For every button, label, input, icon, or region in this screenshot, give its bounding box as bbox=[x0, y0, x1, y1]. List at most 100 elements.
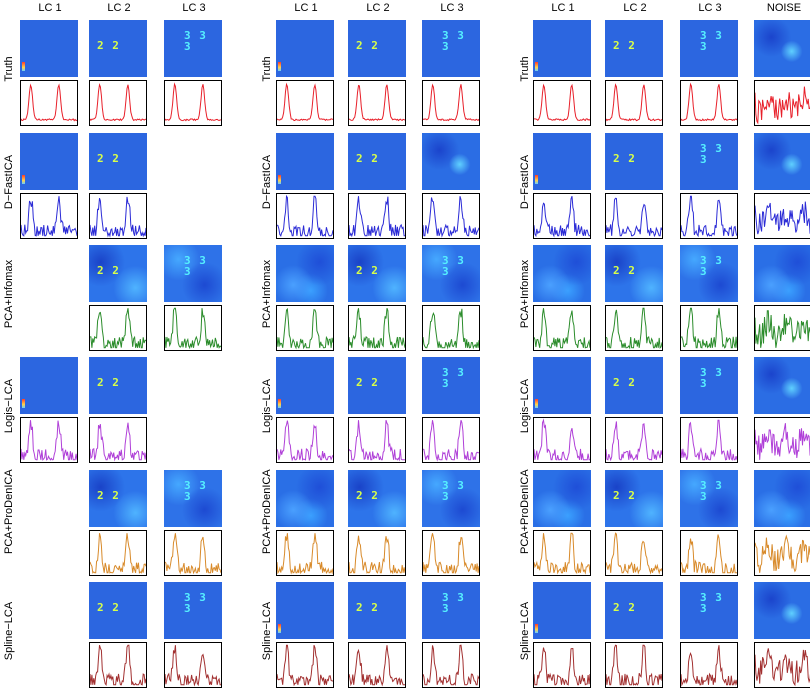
time-course-line bbox=[681, 82, 737, 122]
time-course-line bbox=[349, 308, 405, 349]
time-course-line bbox=[606, 83, 662, 122]
time-course-line bbox=[606, 532, 662, 575]
activation-pattern: 2 2 bbox=[356, 376, 379, 389]
time-course-plot bbox=[20, 193, 78, 239]
activation-pattern: 3 3 3 bbox=[442, 591, 465, 615]
spatial-map-image bbox=[533, 133, 591, 190]
component-cell: 2 2 bbox=[605, 20, 663, 126]
spatial-map-image: 2 2 bbox=[348, 245, 406, 302]
time-course-plot bbox=[276, 305, 334, 351]
time-course-line bbox=[349, 84, 405, 122]
time-course-svg bbox=[755, 648, 810, 687]
time-course-line bbox=[606, 197, 662, 238]
time-course-line bbox=[349, 196, 405, 238]
time-course-svg bbox=[423, 83, 479, 122]
time-course-svg bbox=[349, 535, 405, 575]
spatial-map-image: 2 2 bbox=[605, 582, 663, 639]
time-course-plot bbox=[422, 305, 480, 351]
time-course-plot bbox=[276, 642, 334, 688]
activation-pattern: 2 2 bbox=[356, 601, 379, 614]
spatial-map-image: 2 2 bbox=[348, 20, 406, 77]
activation-pattern: 2 2 bbox=[97, 601, 120, 614]
time-course-svg bbox=[681, 82, 737, 122]
time-course-plot bbox=[89, 417, 147, 463]
time-course-svg bbox=[534, 532, 590, 575]
spatial-map-image: 3 3 3 bbox=[680, 357, 738, 414]
row-label: PCA+Infomax bbox=[261, 259, 273, 329]
spatial-map-image: 3 3 3 bbox=[422, 582, 480, 639]
time-course-svg bbox=[90, 82, 146, 122]
time-course-plot bbox=[276, 80, 334, 126]
time-course-line bbox=[681, 419, 737, 461]
spatial-map-image: 3 3 3 bbox=[164, 470, 222, 527]
time-course-plot bbox=[89, 642, 147, 688]
time-course-svg bbox=[165, 82, 221, 122]
time-course-line bbox=[277, 194, 333, 238]
component-cell: 3 3 3 bbox=[422, 357, 480, 463]
time-course-line bbox=[423, 83, 479, 122]
time-course-plot bbox=[20, 417, 78, 463]
component-cell bbox=[276, 582, 334, 688]
time-course-plot bbox=[89, 530, 147, 576]
spatial-map-image: 2 2 bbox=[348, 357, 406, 414]
activation-pattern: 2 2 bbox=[613, 376, 636, 389]
time-course-line bbox=[423, 308, 479, 350]
spike-marker bbox=[535, 62, 538, 71]
component-cell: 3 3 3 bbox=[680, 133, 738, 239]
time-course-svg bbox=[606, 197, 662, 238]
time-course-line bbox=[349, 420, 405, 462]
time-course-plot bbox=[680, 80, 738, 126]
row-label: Logis−LCA bbox=[261, 378, 273, 434]
activation-pattern: 3 3 3 bbox=[442, 254, 465, 278]
time-course-plot bbox=[533, 642, 591, 688]
spatial-map-image bbox=[754, 245, 810, 302]
column-header: LC 1 bbox=[551, 2, 575, 14]
spike-marker bbox=[535, 175, 538, 184]
spatial-map-image: 3 3 3 bbox=[164, 582, 222, 639]
component-cell bbox=[276, 357, 334, 463]
time-course-svg bbox=[277, 194, 333, 238]
time-course-plot bbox=[680, 417, 738, 463]
column-header: LC 3 bbox=[440, 2, 464, 14]
activation-pattern: 3 3 3 bbox=[700, 479, 723, 503]
time-course-plot bbox=[680, 642, 738, 688]
time-course-line bbox=[755, 648, 810, 687]
row-label: Truth bbox=[519, 56, 531, 82]
row-label: D−FastICA bbox=[261, 154, 273, 210]
time-course-svg bbox=[277, 644, 333, 687]
time-course-line bbox=[349, 645, 405, 687]
row-label: Spline−LCA bbox=[519, 601, 531, 661]
time-course-line bbox=[755, 534, 810, 573]
time-course-plot bbox=[164, 80, 222, 126]
spatial-map-image bbox=[276, 20, 334, 77]
component-cell bbox=[533, 582, 591, 688]
time-course-line bbox=[90, 644, 146, 687]
spike-marker bbox=[22, 62, 25, 71]
spatial-map-image bbox=[422, 133, 480, 190]
spatial-map-image: 3 3 3 bbox=[422, 245, 480, 302]
spike-marker bbox=[278, 624, 281, 633]
spatial-map-image: 3 3 3 bbox=[164, 245, 222, 302]
time-course-svg bbox=[277, 420, 333, 462]
time-course-plot bbox=[533, 80, 591, 126]
row-label: PCA+ProDenICA bbox=[261, 469, 273, 554]
time-course-svg bbox=[349, 308, 405, 349]
activation-pattern: 2 2 bbox=[613, 264, 636, 277]
spatial-map-image: 2 2 bbox=[348, 133, 406, 190]
time-course-line bbox=[755, 423, 810, 460]
row-label: Logis−LCA bbox=[3, 378, 15, 434]
time-course-svg bbox=[423, 644, 479, 686]
time-course-svg bbox=[165, 645, 221, 687]
column-header: LC 2 bbox=[623, 2, 647, 14]
time-course-svg bbox=[90, 533, 146, 574]
time-course-plot bbox=[89, 305, 147, 351]
component-cell: 2 2 bbox=[89, 133, 147, 239]
time-course-line bbox=[423, 533, 479, 575]
spatial-map-image: 3 3 3 bbox=[680, 582, 738, 639]
component-cell bbox=[754, 20, 810, 126]
time-course-svg bbox=[681, 419, 737, 461]
time-course-plot bbox=[276, 417, 334, 463]
time-course-plot bbox=[533, 417, 591, 463]
time-course-line bbox=[606, 644, 662, 686]
component-cell: 3 3 3 bbox=[422, 245, 480, 351]
